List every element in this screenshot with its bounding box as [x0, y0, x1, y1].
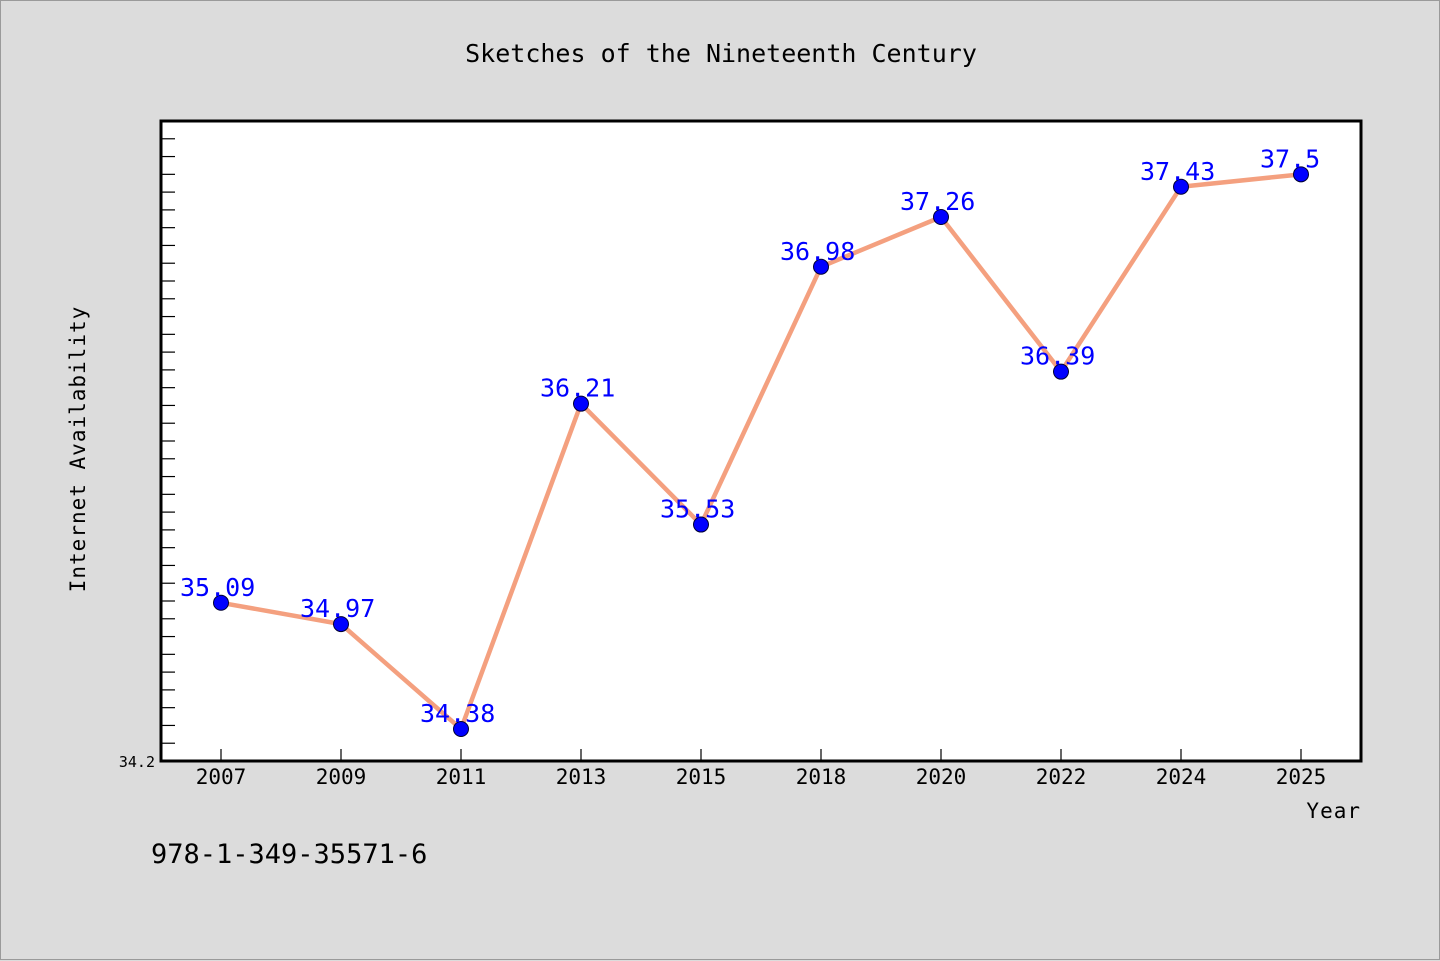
- data-label: 37.5: [1260, 144, 1320, 173]
- data-point: [333, 616, 349, 633]
- data-label: 37.26: [900, 187, 975, 216]
- data-point: [1053, 363, 1069, 380]
- data-label: 34.97: [300, 594, 375, 623]
- data-label: 36.98: [780, 237, 855, 266]
- data-point: [1293, 166, 1309, 183]
- data-label: 36.21: [540, 374, 615, 403]
- data-point: [453, 721, 469, 737]
- x-tick-label: 2020: [916, 765, 967, 789]
- data-point: [693, 516, 709, 533]
- y-axis-label: Internet Availability: [66, 306, 90, 593]
- y-axis-ticks: [161, 138, 175, 744]
- data-point: [933, 209, 949, 225]
- x-tick-label: 2018: [796, 765, 847, 789]
- x-tick-label: 2024: [1156, 765, 1207, 789]
- x-tick-label: 2013: [556, 765, 607, 789]
- data-label: 34.38: [420, 699, 495, 728]
- data-label: 35.53: [660, 495, 735, 524]
- data-label: 35.09: [180, 573, 255, 602]
- x-tick-label: 2022: [1036, 765, 1087, 789]
- series-line: [218, 172, 1304, 732]
- x-tick-label: 2025: [1276, 765, 1327, 789]
- x-axis-ticks: 2007 2009 2011 2013 2015 2018 2020 2022 2024 2025: [196, 749, 1327, 789]
- y-axis-min-label: 34.2: [119, 753, 155, 771]
- x-axis-label: Year: [1306, 799, 1361, 823]
- isbn-text: 978-1-349-35571-6: [151, 839, 427, 870]
- data-point: [213, 594, 229, 611]
- x-tick-label: 2015: [676, 765, 727, 789]
- chart-title: Sketches of the Nineteenth Century: [465, 39, 977, 68]
- data-point: [1173, 178, 1189, 195]
- data-point: [813, 258, 829, 275]
- plot-area: [159, 119, 1363, 763]
- x-tick-label: 2007: [196, 765, 247, 789]
- data-label: 37.43: [1140, 157, 1215, 186]
- x-tick-label: 2009: [316, 765, 367, 789]
- x-tick-label: 2011: [436, 765, 487, 789]
- data-label: 36.39: [1020, 342, 1095, 371]
- data-point: [573, 395, 589, 412]
- series-group: 35.09 34.97 34.38 36.21 35.53 36.98 37.26 36.39…: [180, 144, 1320, 737]
